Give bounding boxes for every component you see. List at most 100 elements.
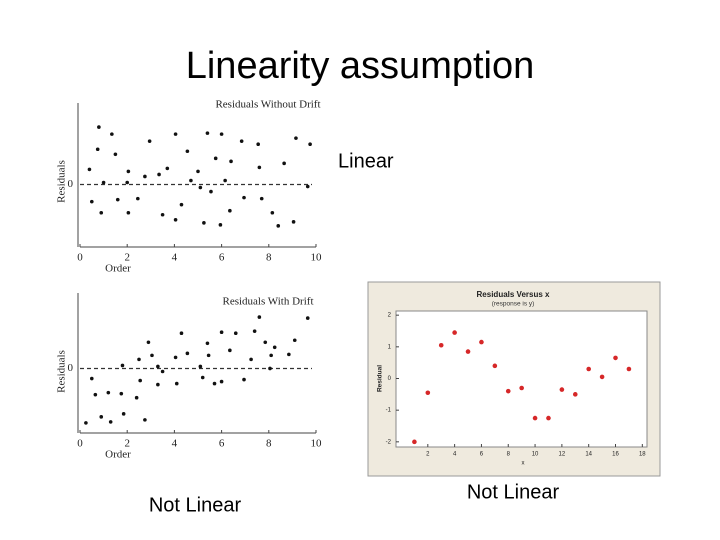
x-tick-label: 4: [172, 438, 178, 450]
point: [242, 377, 246, 382]
point: [212, 381, 217, 386]
x-tick-label: 14: [585, 452, 592, 458]
point: [147, 139, 152, 143]
chart-title: Residuals Versus x: [477, 290, 550, 299]
y-axis-label: Residual: [377, 365, 384, 392]
point: [438, 342, 444, 348]
point: [287, 352, 291, 357]
x-tick-label: 12: [559, 452, 566, 458]
point: [157, 172, 161, 177]
y-tick-label: 0: [68, 362, 74, 374]
caption: Linear: [338, 150, 394, 172]
y-tick-label: 1: [388, 344, 392, 350]
point: [174, 381, 179, 386]
point: [95, 147, 100, 152]
point: [90, 376, 94, 381]
point: [239, 139, 244, 143]
point: [546, 415, 551, 421]
x-axis-label: Order: [105, 449, 131, 461]
chart-subtitle: (response is y): [492, 301, 535, 308]
point: [205, 341, 210, 346]
y-tick-label: -1: [386, 408, 392, 414]
point: [99, 210, 104, 215]
point: [90, 199, 94, 204]
y-tick-label: 0: [388, 376, 392, 382]
x-tick-label: 16: [612, 452, 619, 458]
point: [233, 331, 238, 335]
point: [291, 220, 296, 224]
x-tick-label: 10: [311, 252, 323, 264]
point: [272, 345, 277, 350]
point: [257, 315, 262, 319]
point: [150, 353, 154, 358]
point: [173, 355, 178, 360]
x-axis-label: x: [522, 461, 525, 467]
point: [160, 212, 165, 217]
point: [613, 355, 618, 361]
point: [160, 369, 165, 374]
point: [126, 210, 131, 215]
point: [119, 391, 124, 396]
caption: Not Linear: [149, 494, 242, 516]
x-tick-label: 0: [77, 438, 83, 450]
x-tick-label: 2: [124, 438, 130, 450]
point: [179, 331, 184, 335]
y-tick-label: -2: [386, 439, 392, 445]
point: [120, 363, 125, 368]
point: [173, 132, 178, 136]
point: [308, 142, 312, 147]
point: [412, 439, 417, 445]
x-tick-label: 6: [480, 452, 484, 458]
point: [209, 189, 213, 194]
point: [586, 366, 591, 372]
point: [205, 131, 210, 135]
point: [626, 366, 632, 372]
point: [179, 202, 184, 207]
point: [305, 316, 310, 320]
point: [572, 392, 578, 397]
point: [206, 353, 211, 358]
x-tick-label: 0: [77, 252, 83, 264]
point: [200, 375, 205, 380]
x-tick-label: 2: [124, 252, 130, 264]
x-tick-label: 6: [219, 252, 225, 264]
point: [99, 415, 104, 419]
point: [252, 329, 257, 333]
point: [465, 349, 471, 354]
point: [198, 185, 203, 190]
point: [185, 351, 190, 356]
point: [519, 385, 524, 391]
slide-title: Linearity assumption: [186, 45, 535, 87]
point: [228, 208, 232, 213]
x-tick-label: 4: [172, 252, 178, 264]
y-tick-label: 2: [388, 313, 392, 319]
point: [189, 178, 193, 183]
point: [257, 165, 262, 170]
caption: Not Linear: [467, 481, 560, 503]
chart-title: Residuals With Drift: [222, 296, 313, 308]
point: [259, 196, 264, 201]
point: [425, 390, 431, 396]
point: [84, 421, 88, 425]
point: [134, 395, 139, 400]
point: [101, 180, 106, 185]
plot-area: [395, 310, 648, 448]
x-tick-label: 8: [266, 252, 272, 264]
point: [106, 390, 111, 395]
x-tick-label: 8: [266, 438, 272, 450]
x-tick-label: 6: [219, 438, 225, 450]
x-tick-label: 10: [532, 452, 539, 458]
point: [249, 357, 253, 362]
point: [185, 149, 190, 154]
point: [213, 156, 218, 161]
point: [599, 374, 605, 380]
y-tick-label: 0: [68, 178, 74, 190]
point: [223, 178, 227, 183]
x-tick-label: 18: [639, 452, 646, 458]
point: [305, 184, 310, 189]
point: [87, 167, 92, 172]
point: [292, 338, 297, 343]
point: [479, 339, 484, 345]
point: [270, 210, 275, 215]
